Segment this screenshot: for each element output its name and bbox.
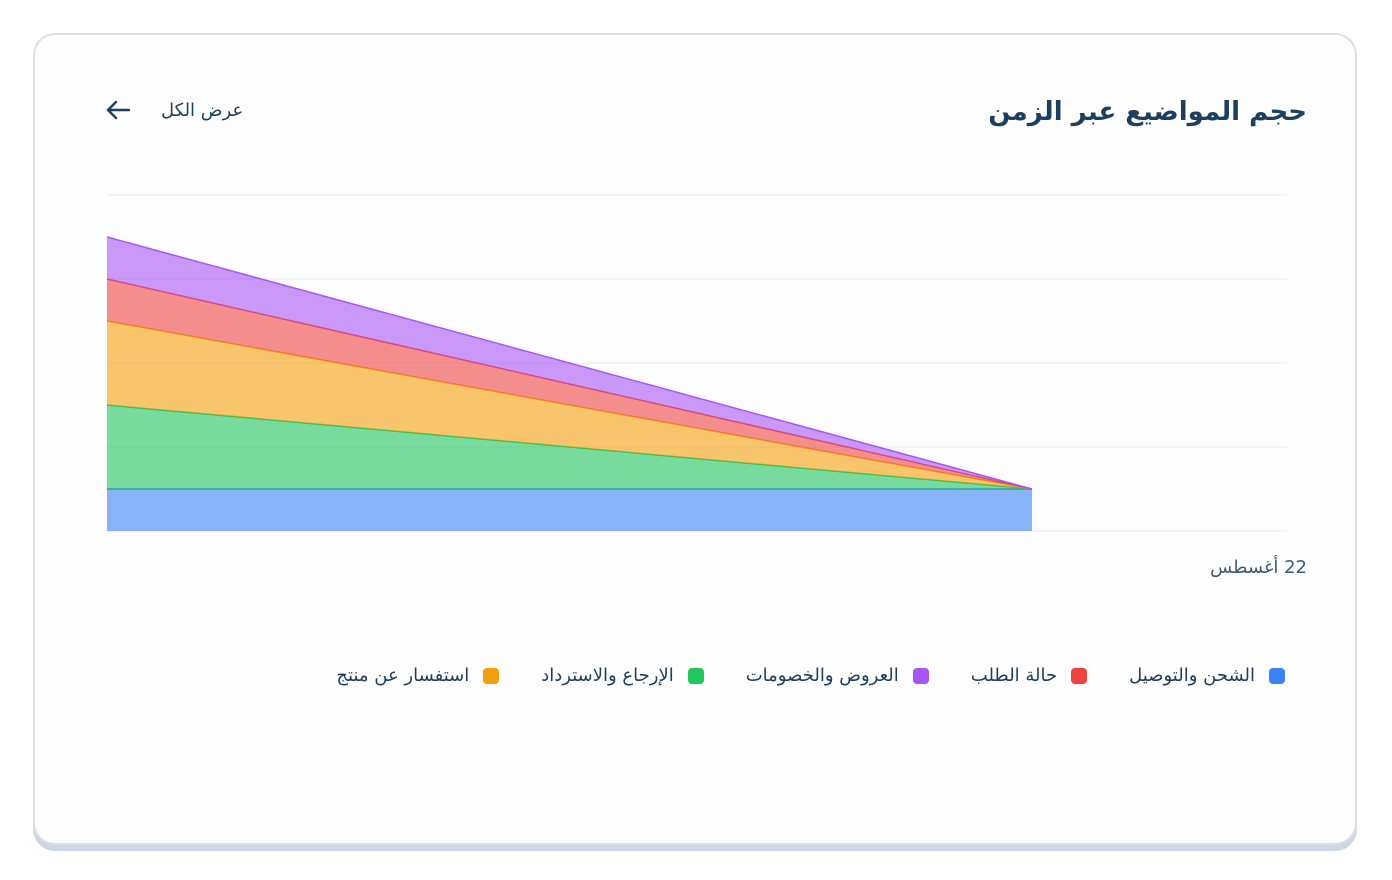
- legend-item-1[interactable]: الإرجاع والاسترداد: [541, 665, 704, 686]
- legend-label-2: استفسار عن منتج: [336, 665, 470, 686]
- line-series-4: [106, 236, 1033, 490]
- legend-item-2[interactable]: استفسار عن منتج: [336, 665, 500, 686]
- chart-card: حجم المواضيع عبر الزمن عرض الكل 22 أغسطس…: [33, 33, 1357, 845]
- view-all-label[interactable]: عرض الكل: [161, 99, 244, 121]
- legend-swatch-1: [687, 667, 704, 684]
- legend-swatch-3: [1071, 667, 1088, 684]
- area-series-0: [107, 489, 1032, 531]
- legend-swatch-4: [912, 667, 929, 684]
- legend-swatch-0: [1269, 667, 1285, 684]
- legend-item-4[interactable]: العروض والخصومات: [746, 665, 929, 686]
- area-chart: [106, 194, 1287, 532]
- legend-label-0: الشحن والتوصيل: [1129, 665, 1255, 686]
- legend-label-3: حالة الطلب: [970, 665, 1058, 686]
- legend-swatch-2: [483, 667, 500, 684]
- legend-item-3[interactable]: حالة الطلب: [970, 665, 1088, 686]
- arrow-left-icon[interactable]: [105, 99, 131, 121]
- legend-item-0[interactable]: الشحن والتوصيل: [1129, 665, 1285, 686]
- legend-label-1: الإرجاع والاسترداد: [541, 665, 674, 686]
- x-tick-label: 22 أغسطس: [1210, 557, 1307, 578]
- view-all-link[interactable]: عرض الكل: [105, 99, 243, 121]
- chart-areas: [106, 236, 1033, 531]
- chart-legend: الشحن والتوصيل حالة الطلب العروض والخصومات…: [336, 665, 1285, 686]
- card-title: حجم المواضيع عبر الزمن: [988, 97, 1307, 127]
- legend-label-4: العروض والخصومات: [745, 665, 899, 686]
